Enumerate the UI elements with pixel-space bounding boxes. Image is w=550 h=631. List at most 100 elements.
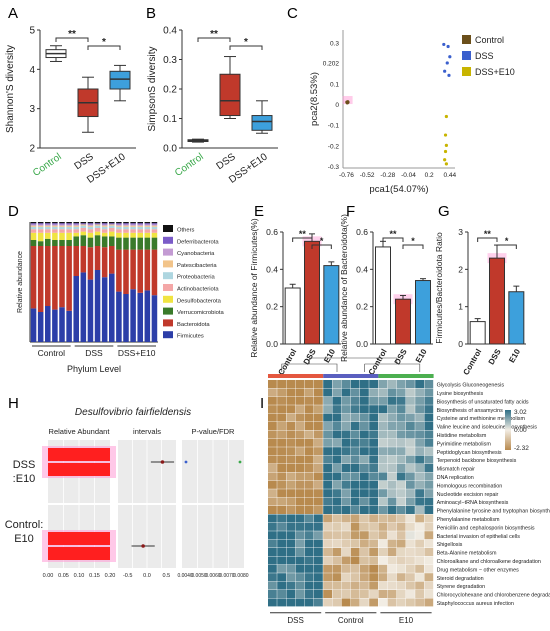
heatmap-cell xyxy=(323,514,332,523)
heatmap-cell xyxy=(286,514,296,523)
heatmap-cell xyxy=(314,464,323,472)
y-tick-label: 0.2 xyxy=(163,85,177,96)
group-label: Control xyxy=(38,348,66,358)
heatmap-cell xyxy=(295,556,305,565)
stack-segment-actinobacteriota xyxy=(123,229,129,233)
stack-segment-patescibacteria xyxy=(59,225,65,227)
heatmap-cell xyxy=(277,564,286,573)
heatmap-cell xyxy=(268,564,277,573)
heatmap-cell xyxy=(286,581,296,590)
x-tick-label: DSS xyxy=(393,347,409,366)
heatmap-cell xyxy=(304,539,314,548)
heatmap-cell xyxy=(396,455,406,464)
stack-segment-proteobacteria xyxy=(94,225,101,228)
scatter-point xyxy=(444,114,448,119)
stack-segment-patescibacteria xyxy=(151,225,158,227)
heatmap-cell xyxy=(387,564,397,573)
stack-segment-firmicutes xyxy=(45,306,51,342)
heatmap-cell xyxy=(350,581,360,590)
heatmap-cell xyxy=(406,422,415,430)
heatmap-cell xyxy=(415,396,424,405)
heatmap-cell xyxy=(332,598,342,607)
stack-segment-verrucomicrobiota xyxy=(80,235,87,246)
heatmap-cell xyxy=(341,422,351,430)
stack-segment-proteobacteria xyxy=(123,226,129,230)
heatmap-cell xyxy=(332,506,342,514)
stack-segment-desulfobacterota xyxy=(130,232,136,238)
heatmap-cell xyxy=(304,405,314,414)
x-tick-label: 0.0080 xyxy=(233,573,249,579)
y-tick-label: 0.4 xyxy=(356,264,368,274)
heatmap-cell xyxy=(286,598,296,607)
heatmap-cell xyxy=(415,464,424,472)
heatmap-cell xyxy=(341,405,351,414)
group-label: E10 xyxy=(399,616,414,625)
y-tick-label: 1 xyxy=(458,302,463,312)
heatmap-cell xyxy=(304,489,314,498)
heatmap-cell xyxy=(323,556,332,565)
heatmap-cell xyxy=(350,455,360,464)
x-tick-label: E10 xyxy=(322,347,337,364)
heatmap-cell xyxy=(268,405,277,414)
heatmap-cell xyxy=(387,506,397,514)
heatmap-cell xyxy=(415,388,424,397)
heatmap-cell xyxy=(341,564,351,573)
heatmap-cell xyxy=(314,514,323,523)
column-header: Relative Abundant xyxy=(49,427,111,436)
heatmap-cell xyxy=(295,489,305,498)
row-label: Shigellosis xyxy=(437,542,463,548)
heatmap-cell xyxy=(387,497,397,506)
heatmap-cell xyxy=(295,539,305,548)
heatmap-cell xyxy=(277,581,286,590)
y-tick-label: 0.202 xyxy=(323,61,340,68)
heatmap-cell xyxy=(360,539,369,548)
heatmap-cell xyxy=(406,388,415,397)
heatmap-cell xyxy=(286,464,296,472)
stack-segment-bacteroidota xyxy=(137,249,143,293)
heatmap-cell xyxy=(323,581,332,590)
heatmap-cell xyxy=(314,497,323,506)
heatmap-cell xyxy=(424,522,434,531)
heatmap-cell xyxy=(268,438,277,447)
abundance-bar xyxy=(48,463,110,476)
heatmap-cell xyxy=(406,590,415,598)
stack-segment-firmicutes xyxy=(73,276,79,342)
significance-bracket xyxy=(87,45,121,50)
row-label: Glycolysis Gluconeogenesis xyxy=(437,383,505,389)
heatmap-cell xyxy=(277,539,286,548)
heatmap-cell xyxy=(341,396,351,405)
stack-segment-actinobacteriota xyxy=(52,229,58,233)
heatmap-cell xyxy=(295,564,305,573)
heatmap-cell xyxy=(406,514,415,523)
heatmap-cell xyxy=(304,590,314,598)
row-label: Peptidoglycan biosynthesis xyxy=(437,450,502,456)
heatmap-cell xyxy=(415,447,424,456)
x-tick-label: DSS xyxy=(487,347,503,366)
heatmap-cell xyxy=(341,506,351,514)
abundance-bar xyxy=(48,547,110,560)
stack-segment-patescibacteria xyxy=(109,224,115,226)
heatmap-cell xyxy=(396,464,406,472)
heatmap-cell xyxy=(369,573,378,582)
heatmap-cell xyxy=(406,522,415,531)
heatmap-cell xyxy=(387,539,397,548)
heatmap-cell xyxy=(424,531,434,540)
heatmap-cell xyxy=(360,464,369,472)
heatmap-cell xyxy=(323,388,332,397)
stack-segment-proteobacteria xyxy=(137,226,143,230)
stack-segment-desulfobacterota xyxy=(94,231,101,236)
row-label: Mismatch repair xyxy=(437,467,476,473)
stack-segment-desulfobacterota xyxy=(30,232,37,240)
heatmap-cell xyxy=(341,539,351,548)
stack-segment-proteobacteria xyxy=(116,226,122,230)
stack-segment-verrucomicrobiota xyxy=(66,240,72,246)
heatmap-cell xyxy=(314,539,323,548)
stack-segment-bacteroidota xyxy=(59,246,65,308)
heatmap-cell xyxy=(369,598,378,607)
heatmap-cell xyxy=(350,548,360,556)
chart-b-simpson: 0.0 0.1 0.2 0.3 0.4 SimpsonS diversity Control… xyxy=(147,26,278,186)
heatmap-cell xyxy=(314,405,323,414)
y-tick-label: 0.6 xyxy=(266,227,278,237)
heatmap-cell xyxy=(369,464,378,472)
heatmap-cell xyxy=(424,464,434,472)
